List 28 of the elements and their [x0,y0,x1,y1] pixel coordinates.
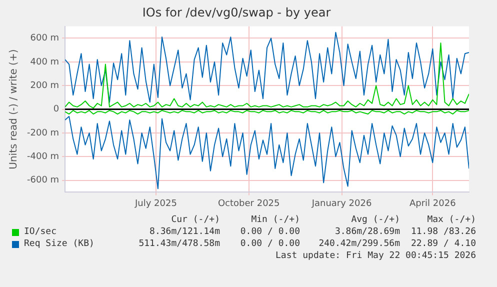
legend-label: Req Size (KB) [24,238,96,250]
text: Cur (-/+) [170,214,220,226]
text: 0.00 / 0.00 [239,238,300,250]
y-tick-label: 400 m [30,57,60,68]
text: 11.98 /83.26 [410,226,476,238]
text: 3.86m/28.69m [334,226,400,238]
text: 8.36m/121.14m [148,226,220,238]
text: 0.00 / 0.00 [239,226,300,238]
chart-title: IOs for /dev/vg0/swap - by year [142,5,331,20]
text: Min (-/+) [250,214,300,226]
text: 240.42m/299.56m [318,238,400,250]
x-tick-label: July 2025 [134,198,177,209]
y-axis-title: Units read (-) / write (+) [8,49,20,170]
text: Avg (-/+) [350,214,400,226]
x-tick-label: April 2026 [409,198,456,209]
legend-label: IO/sec [24,226,58,238]
x-tick-label: January 2026 [310,198,372,209]
text: Last update: Fri May 22 00:45:15 2026 [274,250,476,262]
y-tick-label: -600 m [26,176,60,186]
x-tick-label: October 2025 [218,198,280,209]
y-tick-label: 0 [53,104,60,115]
text: 511.43m/478.58m [138,238,220,250]
text: Max (-/+) [426,214,476,226]
y-tick-label: -200 m [26,128,60,138]
text: 22.89 / 4.10 [410,238,476,250]
y-tick-label: 600 m [30,34,60,44]
y-tick-label: 200 m [30,80,60,91]
y-tick-label: -400 m [26,152,60,162]
